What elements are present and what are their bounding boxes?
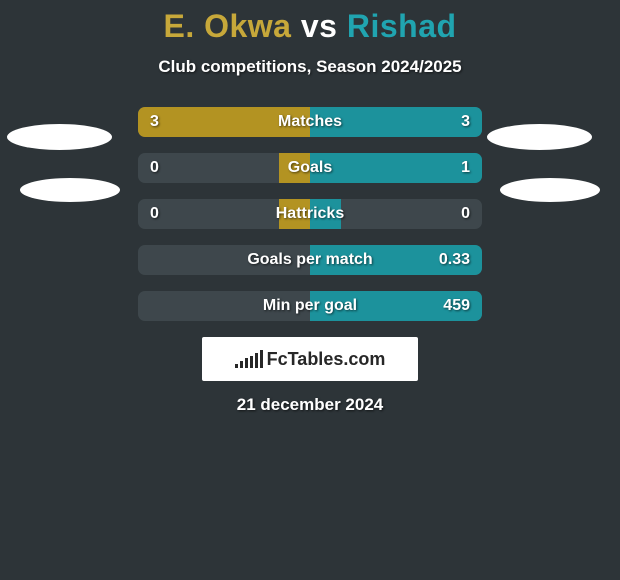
decorative-ellipse (487, 124, 592, 150)
stat-rows: 33Matches01Goals00Hattricks0.33Goals per… (138, 107, 482, 321)
stat-row: 33Matches (138, 107, 482, 137)
stat-row: 01Goals (138, 153, 482, 183)
right-value: 459 (431, 291, 482, 321)
subtitle: Club competitions, Season 2024/2025 (0, 57, 620, 77)
decorative-ellipse (20, 178, 120, 202)
comparison-card: E. Okwa vs Rishad Club competitions, Sea… (0, 0, 620, 415)
title: E. Okwa vs Rishad (0, 8, 620, 45)
left-value: 0 (138, 199, 171, 229)
player2-name: Rishad (347, 8, 457, 44)
stat-row: 459Min per goal (138, 291, 482, 321)
decorative-ellipse (500, 178, 600, 202)
logo-text: FcTables.com (267, 349, 386, 370)
logo-bars-icon (235, 350, 263, 368)
stat-row: 00Hattricks (138, 199, 482, 229)
decorative-ellipse (7, 124, 112, 150)
date: 21 december 2024 (0, 395, 620, 415)
stat-row: 0.33Goals per match (138, 245, 482, 275)
left-fill (279, 199, 310, 229)
right-value: 0.33 (427, 245, 482, 275)
player1-name: E. Okwa (163, 8, 291, 44)
left-fill (279, 153, 310, 183)
right-fill (310, 199, 341, 229)
logo-box[interactable]: FcTables.com (202, 337, 418, 381)
logo: FcTables.com (235, 349, 386, 370)
left-value (138, 245, 162, 275)
vs-text: vs (301, 8, 338, 44)
left-value (138, 291, 162, 321)
left-value: 0 (138, 153, 171, 183)
right-value: 1 (449, 153, 482, 183)
right-value: 3 (449, 107, 482, 137)
right-value: 0 (449, 199, 482, 229)
left-value: 3 (138, 107, 171, 137)
